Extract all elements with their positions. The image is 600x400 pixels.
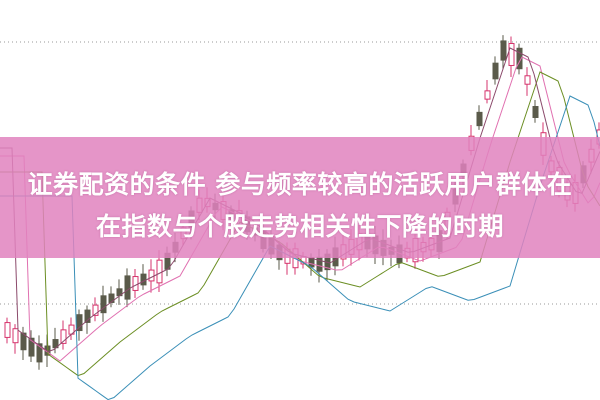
candle-body (28, 337, 35, 357)
candle-body (508, 43, 515, 66)
candle-body (492, 62, 499, 80)
candle-body (516, 47, 523, 70)
candle-body (148, 269, 155, 282)
candle-body (84, 309, 91, 323)
headline-banner (0, 137, 600, 258)
candle-body (532, 106, 539, 118)
candle-body (500, 40, 507, 61)
candle-body (108, 293, 115, 303)
candle-body (92, 304, 99, 316)
candle-body (100, 295, 107, 314)
candle-body (140, 273, 147, 286)
moving-average-line (0, 95, 600, 400)
candle-body (12, 328, 19, 344)
candle-body (156, 259, 163, 284)
candle-body (20, 332, 27, 351)
candle-body (484, 90, 491, 100)
candle-body (76, 314, 83, 332)
candle-body (524, 75, 531, 85)
headline-line-1: 证券配资的条件 参与频率较高的活跃用户群体在 (27, 170, 573, 199)
candle-body (316, 256, 323, 272)
candle-body (60, 329, 67, 344)
headline-line-2: 在指数与个股走势相关性下降的时期 (95, 212, 504, 241)
candle-body (4, 322, 11, 338)
candle-body (132, 276, 139, 291)
candle-body (36, 343, 43, 363)
candle-body (476, 111, 483, 127)
candle-body (124, 275, 131, 300)
